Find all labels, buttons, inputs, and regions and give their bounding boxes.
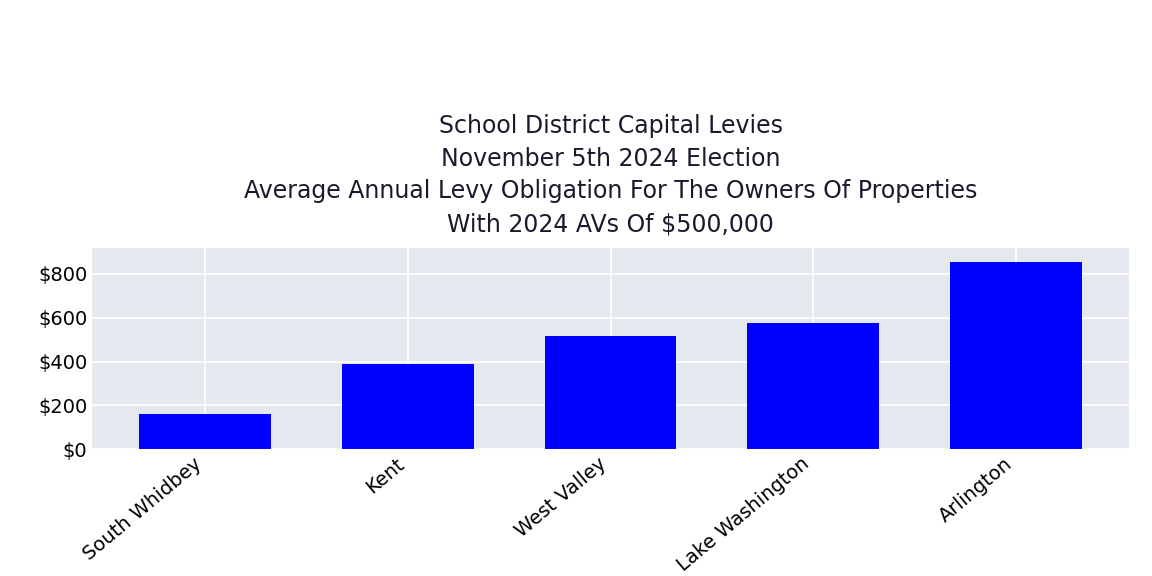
- Bar: [342, 364, 473, 449]
- Bar: [545, 336, 676, 449]
- Title: School District Capital Levies
November 5th 2024 Election
Average Annual Levy Ob: School District Capital Levies November …: [244, 115, 977, 236]
- Bar: [748, 323, 879, 449]
- Bar: [950, 262, 1082, 449]
- Bar: [139, 414, 271, 449]
